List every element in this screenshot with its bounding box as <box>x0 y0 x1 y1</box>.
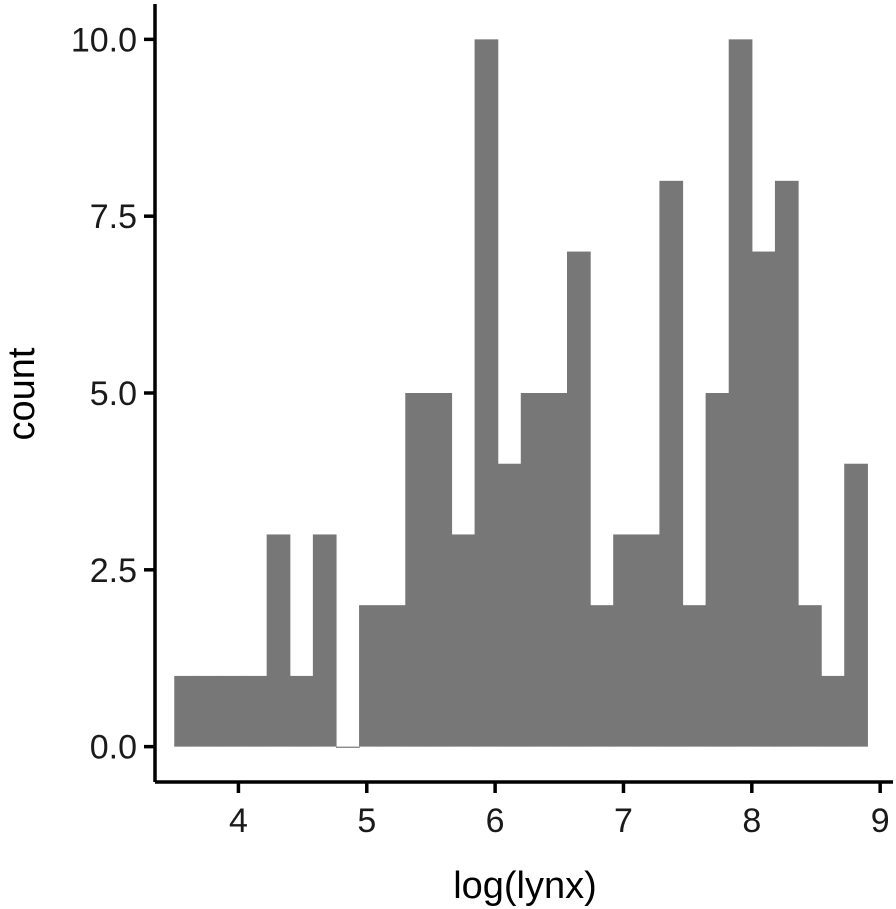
x-axis-ticks: 4 5 6 7 8 9 <box>229 782 890 840</box>
histogram-bar <box>335 746 360 748</box>
x-tick-label: 8 <box>742 802 761 840</box>
x-tick-label: 5 <box>357 802 376 840</box>
x-axis-title: log(lynx) <box>453 865 597 907</box>
histogram-bar <box>728 39 753 747</box>
y-tick-label: 10.0 <box>71 21 137 59</box>
histogram-bar <box>266 534 291 747</box>
histogram-bar <box>590 605 614 747</box>
histogram-bar <box>774 180 799 747</box>
x-tick-label: 9 <box>871 802 890 840</box>
histogram-bar <box>751 251 776 747</box>
histogram-bar <box>428 393 453 747</box>
y-tick-label: 0.0 <box>90 729 137 767</box>
y-tick-label: 5.0 <box>90 375 137 413</box>
histogram-bar <box>312 534 337 747</box>
y-axis-title: count <box>1 347 43 440</box>
histogram-bar <box>821 675 845 747</box>
histogram-bar <box>844 463 868 747</box>
histogram-bar <box>359 605 383 747</box>
histogram-bar <box>451 534 476 747</box>
x-tick-label: 4 <box>229 802 248 840</box>
histogram-bar <box>289 675 314 747</box>
y-tick-label: 7.5 <box>90 198 137 236</box>
histogram-bar <box>636 534 660 747</box>
histogram-bar <box>613 534 637 747</box>
x-tick-label: 6 <box>486 802 505 840</box>
histogram-bar <box>567 251 591 747</box>
histogram-bar <box>174 675 198 747</box>
histogram-bar <box>243 675 268 747</box>
x-tick-label: 7 <box>614 802 633 840</box>
histogram-bar <box>682 605 707 747</box>
histogram-bar <box>474 39 499 747</box>
y-tick-label: 2.5 <box>90 552 137 590</box>
bars-group <box>174 39 868 748</box>
histogram-bar <box>197 675 222 747</box>
histogram-bar <box>497 463 522 747</box>
histogram-bar <box>543 393 568 747</box>
histogram-bar <box>382 605 406 747</box>
histogram-bar <box>405 393 429 747</box>
histogram-bar <box>520 393 545 747</box>
y-axis-ticks: 0.0 2.5 5.0 7.5 10.0 <box>71 21 155 767</box>
histogram-bar <box>798 605 822 747</box>
histogram-bar <box>659 180 684 747</box>
histogram-bar <box>705 393 730 747</box>
histogram-bar <box>220 675 245 747</box>
